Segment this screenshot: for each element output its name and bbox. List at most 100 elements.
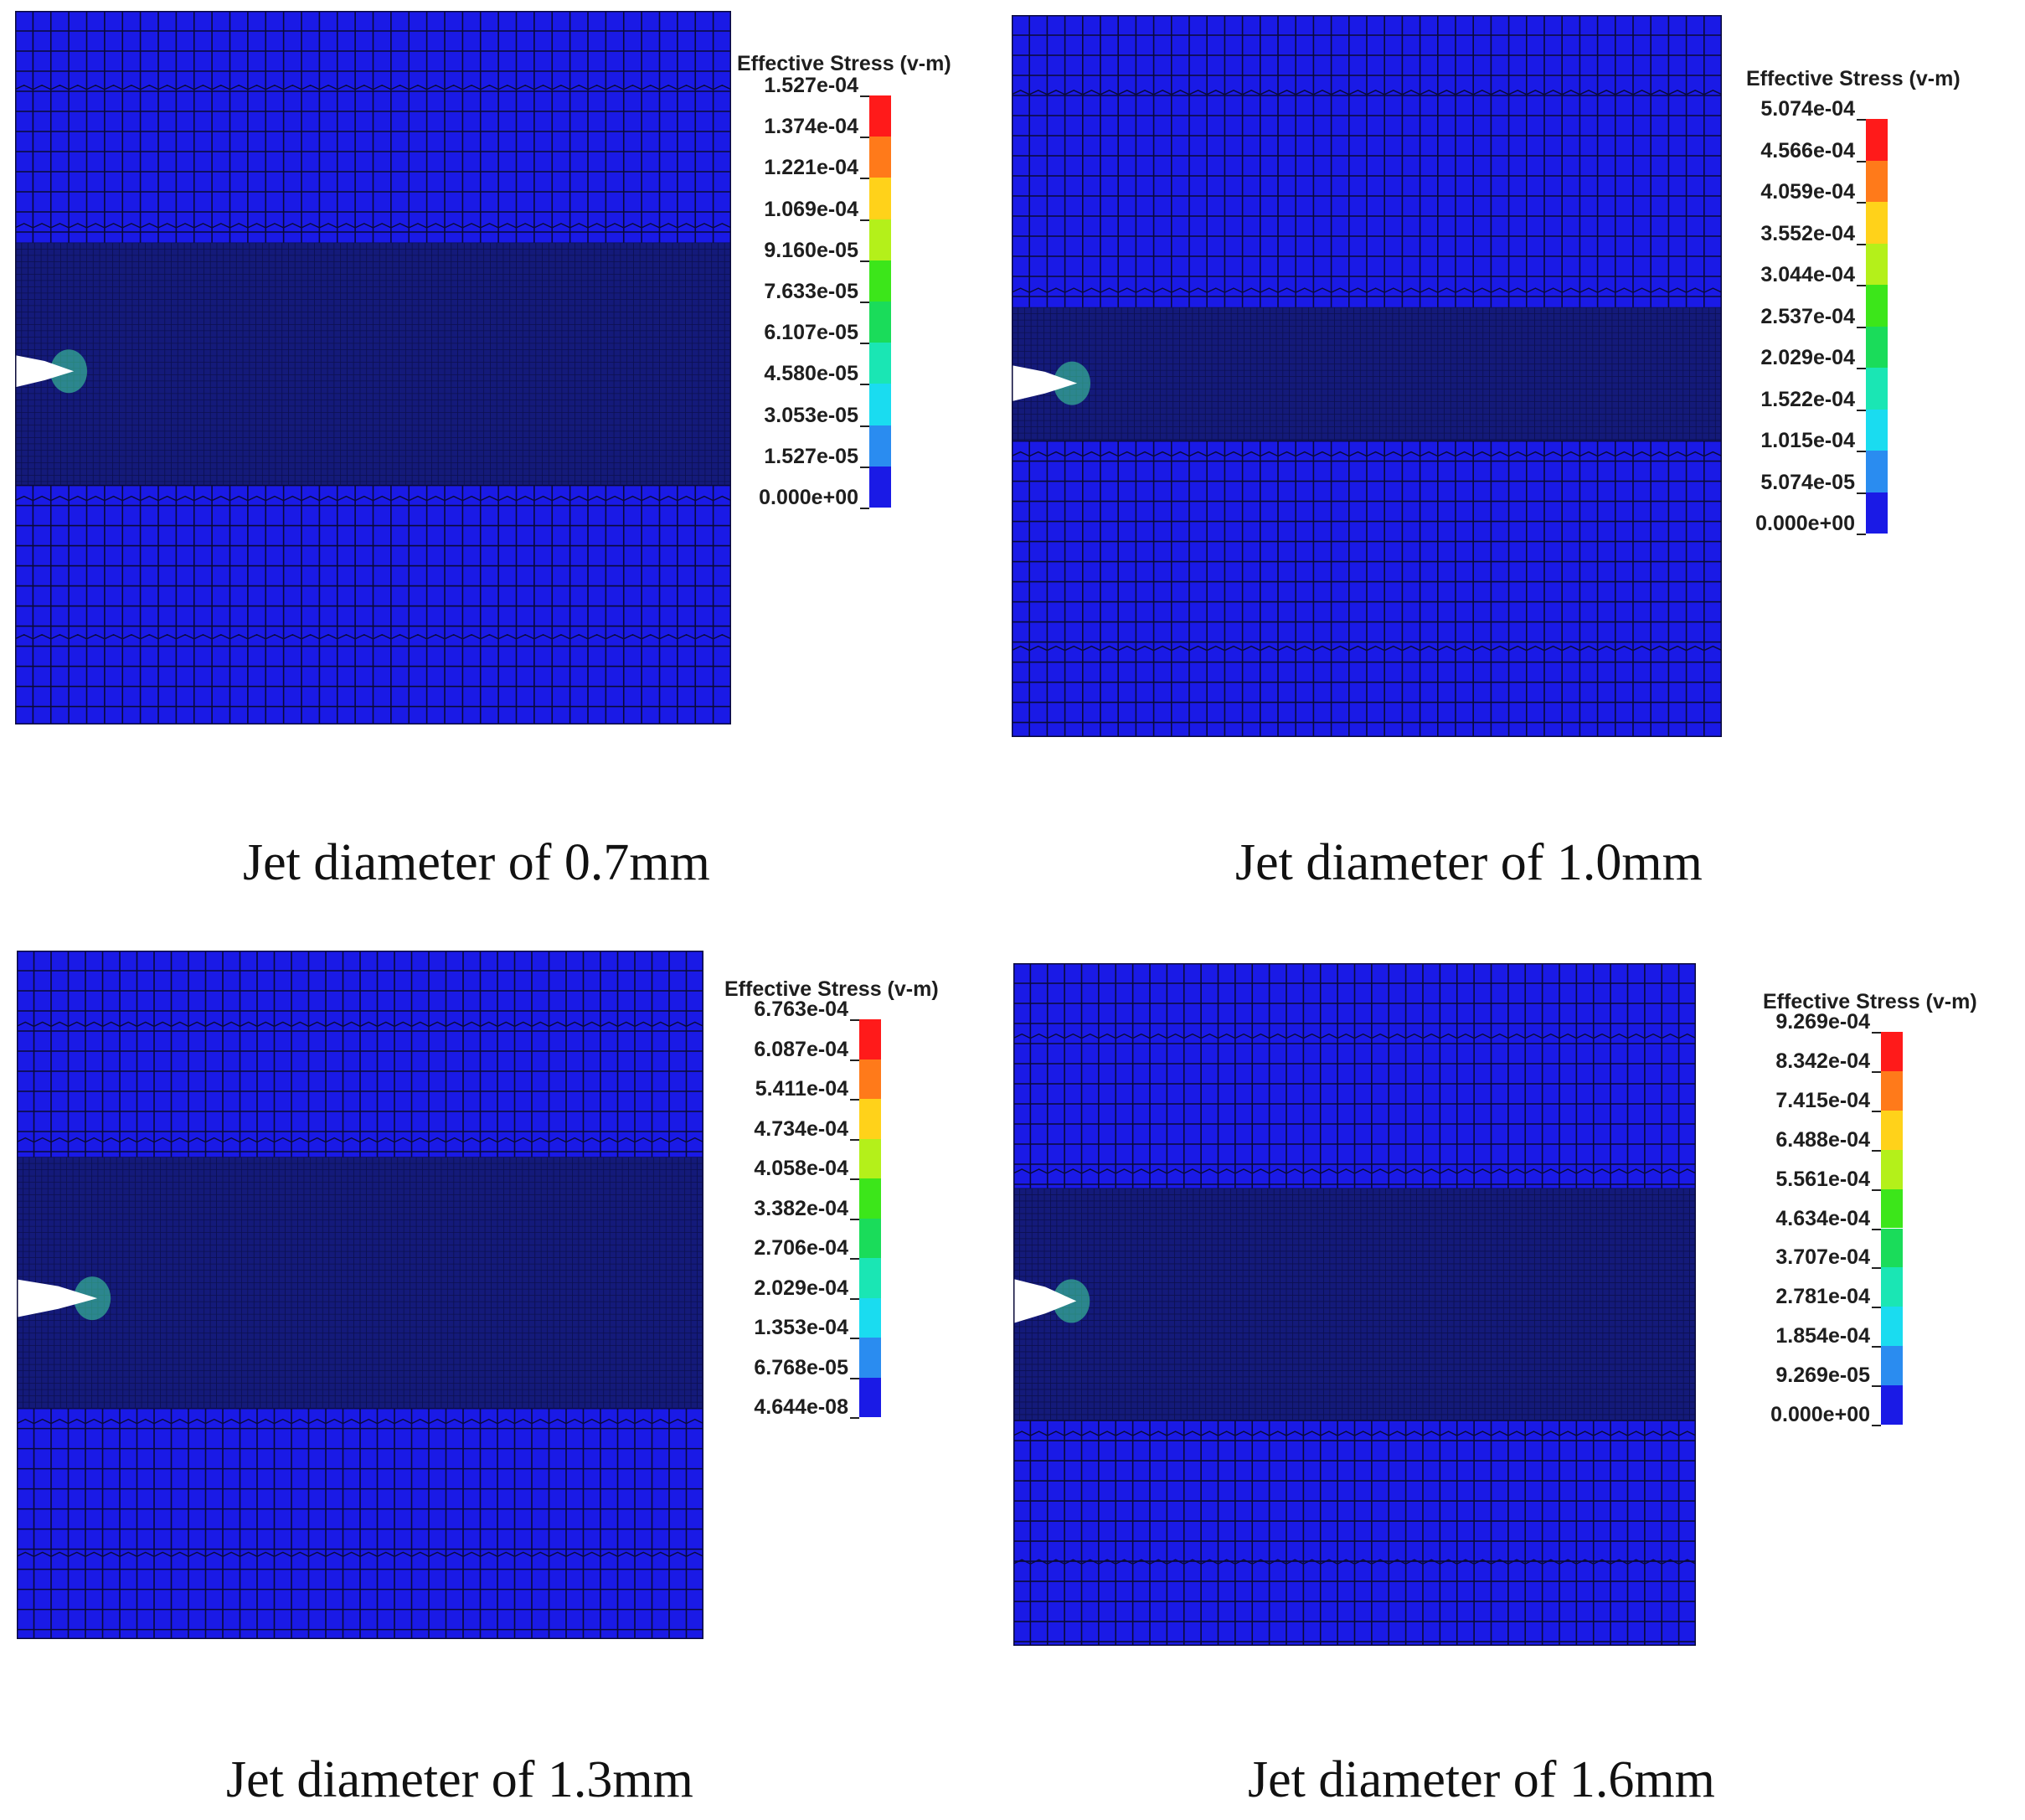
colorbar-segment xyxy=(869,384,891,425)
colorbar-tick-label: 6.087e-04 xyxy=(754,1037,848,1061)
mesh-plot xyxy=(1012,15,1722,737)
colorbar-tick-label: 0.000e+00 xyxy=(1755,512,1855,535)
colorbar-tick-mark xyxy=(860,466,869,468)
colorbar-tick-mark xyxy=(860,384,869,386)
colorbar-segment xyxy=(859,1338,881,1378)
colorbar-tick-label: 0.000e+00 xyxy=(759,486,858,509)
colorbar-tick-label: 4.059e-04 xyxy=(1760,180,1855,204)
colorbar-segment xyxy=(1866,202,1888,244)
colorbar-tick-mark xyxy=(860,219,869,221)
colorbar-tick-label: 6.763e-04 xyxy=(754,998,848,1021)
colorbar-segment xyxy=(869,466,891,508)
colorbar-tick-label: 5.074e-05 xyxy=(1760,470,1855,494)
colorbar-tick-mark xyxy=(1857,243,1866,245)
colorbar-tick-mark xyxy=(850,1138,859,1141)
colorbar-tick-label: 2.781e-04 xyxy=(1775,1285,1870,1309)
colorbar-segment xyxy=(1866,451,1888,492)
colorbar-tick-mark xyxy=(1857,202,1866,204)
colorbar-segment xyxy=(859,1377,881,1417)
colorbar-segment xyxy=(859,1178,881,1219)
colorbar-tick-label: 6.107e-05 xyxy=(764,321,858,345)
colorbar-segment xyxy=(1866,160,1888,202)
legend-title: Effective Stress (v-m) xyxy=(1763,990,1977,1013)
colorbar-tick-mark xyxy=(850,1059,859,1061)
jet-crack xyxy=(17,1279,98,1317)
colorbar-segment xyxy=(859,1138,881,1178)
colorbar-segment xyxy=(1881,1267,1903,1307)
colorbar-tick-label: 6.488e-04 xyxy=(1775,1127,1870,1152)
colorbar-tick-label: 3.053e-05 xyxy=(764,403,858,427)
colorbar-tick-label: 2.537e-04 xyxy=(1760,304,1855,328)
colorbar-segment xyxy=(869,302,891,343)
colorbar-tick-label: 8.342e-04 xyxy=(1775,1049,1870,1073)
colorbar-tick-mark xyxy=(850,1218,859,1220)
colorbar-tick-mark xyxy=(1872,1385,1881,1388)
colorbar-segment xyxy=(869,343,891,384)
colorbar-tick-mark xyxy=(1872,1307,1881,1309)
colorbar-segment xyxy=(1881,1228,1903,1268)
colorbar-tick-mark xyxy=(850,1178,859,1180)
caption: Jet diameter of 1.0mm xyxy=(1235,834,1703,891)
colorbar-tick-mark xyxy=(1872,1188,1881,1191)
mesh-plot xyxy=(17,951,703,1639)
colorbar-segment xyxy=(1881,1070,1903,1111)
colorbar-tick-label: 4.734e-04 xyxy=(754,1116,848,1141)
mesh-transition xyxy=(1012,90,1722,652)
colorbar-segment xyxy=(1866,119,1888,161)
colorbar-tick-label: 5.074e-04 xyxy=(1760,97,1855,121)
colorbar-tick-label: 4.058e-04 xyxy=(754,1157,848,1180)
colorbar-tick-mark xyxy=(850,1377,859,1379)
colorbar-tick-label: 1.221e-04 xyxy=(764,156,858,180)
colorbar-tick-label: 5.561e-04 xyxy=(1775,1167,1870,1191)
colorbar-tick-label: 3.382e-04 xyxy=(754,1196,848,1220)
legend-title: Effective Stress (v-m) xyxy=(724,977,939,1001)
colorbar-tick-mark xyxy=(850,1297,859,1300)
colorbar-tick-label: 3.044e-04 xyxy=(1760,263,1855,286)
mesh-border xyxy=(1012,15,1722,737)
colorbar-segment xyxy=(1866,243,1888,285)
colorbar-tick-mark xyxy=(850,1338,859,1339)
colorbar-segment xyxy=(859,1297,881,1338)
colorbar-tick-label: 2.029e-04 xyxy=(754,1276,848,1300)
colorbar-tick-mark xyxy=(850,1417,859,1419)
colorbar-tick-label: 7.633e-05 xyxy=(764,280,858,303)
colorbar-tick-label: 4.634e-04 xyxy=(1775,1206,1870,1230)
mesh-grid xyxy=(17,951,703,1639)
colorbar-tick-mark xyxy=(850,1099,859,1101)
colorbar-tick-mark xyxy=(1857,492,1866,494)
legend-title: Effective Stress (v-m) xyxy=(1746,67,1961,90)
mesh-border xyxy=(15,11,731,724)
colorbar-segment xyxy=(859,1019,881,1060)
mesh-body xyxy=(1012,15,1722,737)
mesh-transition xyxy=(17,1021,703,1558)
mesh-transition xyxy=(15,84,731,640)
colorbar-tick-mark xyxy=(860,425,869,427)
colorbar-tick-mark xyxy=(1857,160,1866,162)
colorbar-segment xyxy=(869,425,891,467)
colorbar-tick-label: 1.527e-05 xyxy=(764,444,858,468)
fine-mesh-grid xyxy=(17,1157,703,1409)
colorbar-segment xyxy=(1866,409,1888,451)
colorbar-tick-label: 1.015e-04 xyxy=(1760,429,1855,452)
colorbar-tick-label: 1.527e-04 xyxy=(764,74,858,97)
colorbar-segment xyxy=(1866,368,1888,410)
colorbar-tick-mark xyxy=(860,178,869,180)
colorbar-tick-label: 9.160e-05 xyxy=(764,238,858,262)
colorbar-tick-label: 3.707e-04 xyxy=(1775,1245,1870,1270)
colorbar-segment xyxy=(1881,1149,1903,1189)
mesh-body xyxy=(17,951,703,1639)
colorbar-tick-label: 4.566e-04 xyxy=(1760,138,1855,162)
colorbar-segment xyxy=(1881,1110,1903,1150)
jet-crack xyxy=(15,355,75,388)
colorbar-tick-mark xyxy=(1872,1346,1881,1348)
jet-crack xyxy=(1013,1278,1077,1323)
colorbar-segment xyxy=(1866,326,1888,368)
mesh-body xyxy=(1013,963,1696,1646)
colorbar-tick-mark xyxy=(1857,285,1866,286)
colorbar-tick-mark xyxy=(1857,119,1866,121)
mesh-grid xyxy=(1012,15,1722,737)
colorbar-segment xyxy=(869,260,891,302)
caption: Jet diameter of 0.7mm xyxy=(243,834,710,891)
colorbar-tick-label: 2.706e-04 xyxy=(754,1236,848,1260)
mesh-body xyxy=(15,11,731,724)
